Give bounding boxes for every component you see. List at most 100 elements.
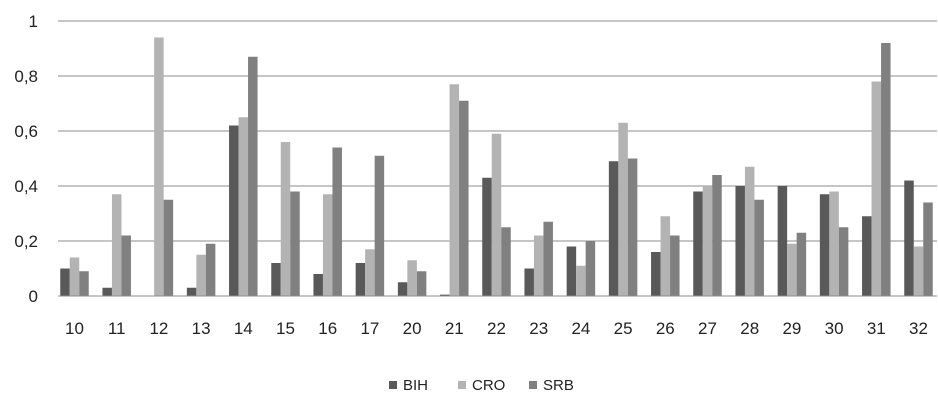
bar-bih-25	[608, 161, 619, 296]
y-tick-label: 1	[29, 12, 38, 31]
x-tick-label: 27	[698, 319, 717, 338]
bar-cro-15	[280, 142, 291, 296]
bar-cro-30	[829, 191, 839, 296]
bar-cro-27	[702, 186, 713, 296]
bar-bih-23	[524, 268, 534, 296]
bar-cro-22	[491, 133, 502, 296]
bar-bih-17	[355, 263, 366, 296]
legend-label-cro: CRO	[472, 377, 505, 394]
x-tick-label: 31	[867, 319, 886, 338]
bar-srb-24	[585, 241, 596, 296]
bar-srb-12	[163, 199, 174, 296]
x-tick-label: 26	[656, 319, 675, 338]
x-tick-label: 23	[529, 319, 548, 338]
bar-srb-15	[290, 191, 300, 296]
bar-bih-29	[777, 186, 788, 296]
bar-cro-10	[69, 257, 80, 296]
bar-bih-16	[313, 274, 323, 296]
x-tick-label: 11	[108, 319, 126, 338]
legend-swatch-cro	[458, 381, 466, 389]
bar-bih-31	[862, 216, 872, 296]
bar-srb-25	[627, 158, 638, 296]
x-tick-label: 22	[487, 319, 506, 338]
bar-srb-27	[712, 175, 722, 296]
bars	[60, 37, 933, 296]
bar-cro-17	[365, 249, 375, 296]
bar-srb-22	[501, 227, 511, 296]
bar-bih-20	[397, 282, 408, 296]
bar-bih-13	[186, 287, 197, 296]
bar-srb-30	[838, 227, 849, 296]
bar-cro-23	[533, 235, 544, 296]
x-tick-label: 10	[65, 319, 84, 338]
bar-cro-25	[618, 122, 628, 296]
legend-label-srb: SRB	[543, 377, 574, 394]
bar-cro-16	[322, 194, 333, 296]
y-tick-label: 0	[29, 287, 38, 306]
bar-srb-17	[374, 155, 385, 296]
bar-srb-32	[923, 202, 933, 296]
bar-bih-10	[60, 268, 70, 296]
x-tick-label: 25	[614, 319, 633, 338]
x-tick-label: 30	[825, 319, 844, 338]
bar-srb-13	[205, 243, 216, 296]
x-tick-labels: 10 11 12 13 14 15 16 17 20 21 22 23 24 25 26 27 28 29 30 31…	[65, 319, 928, 338]
bar-srb-14	[248, 56, 258, 296]
bar-bih-24	[566, 246, 577, 296]
bar-srb-20	[416, 271, 427, 296]
bar-cro-26	[660, 216, 671, 296]
bar-cro-11	[111, 194, 122, 296]
x-tick-label: 28	[740, 319, 759, 338]
bar-bih-22	[482, 177, 492, 296]
bar-srb-11	[121, 235, 131, 296]
y-tick-label: 0,8	[14, 67, 38, 86]
bar-cro-21	[449, 84, 460, 296]
bar-cro-13	[196, 254, 206, 296]
bar-cro-32	[913, 246, 924, 296]
x-tick-label: 17	[360, 319, 379, 338]
bar-srb-16	[332, 147, 342, 296]
x-tick-label: 21	[445, 319, 464, 338]
bar-bih-26	[651, 252, 661, 296]
bar-bih-14	[229, 125, 239, 296]
x-tick-label: 13	[192, 319, 211, 338]
x-tick-label: 14	[234, 319, 253, 338]
legend-label-bih: BIH	[403, 377, 428, 394]
legend: BIH CRO SRB	[389, 377, 574, 394]
y-tick-labels: 0 0,2 0,4 0,6 0,8 1	[14, 12, 38, 306]
x-tick-label: 20	[403, 319, 422, 338]
bar-cro-14	[238, 117, 249, 296]
bar-cro-20	[407, 260, 417, 296]
bar-bih-30	[819, 194, 830, 296]
bar-cro-12	[154, 37, 164, 296]
bar-bih-21	[440, 294, 450, 296]
bar-bih-15	[271, 263, 281, 296]
x-tick-label: 16	[318, 319, 337, 338]
bar-srb-29	[796, 232, 807, 296]
legend-swatch-srb	[529, 381, 537, 389]
bar-bih-32	[904, 180, 914, 296]
bar-bih-27	[693, 191, 703, 296]
y-tick-label: 0,6	[14, 122, 38, 141]
bar-bih-28	[735, 186, 745, 296]
x-tick-label: 24	[571, 319, 590, 338]
bar-srb-28	[754, 199, 764, 296]
bar-bih-11	[102, 287, 112, 296]
x-tick-label: 12	[149, 319, 168, 338]
bar-cro-24	[576, 265, 586, 296]
bar-srb-10	[79, 271, 89, 296]
y-tick-label: 0,4	[14, 177, 38, 196]
x-tick-label: 15	[276, 319, 295, 338]
x-tick-label: 29	[782, 319, 801, 338]
bar-cro-29	[787, 243, 797, 296]
x-tick-label: 32	[909, 319, 928, 338]
bar-srb-26	[670, 235, 680, 296]
gridlines	[58, 20, 937, 242]
bar-srb-31	[881, 43, 891, 296]
legend-swatch-bih	[389, 381, 397, 389]
bar-cro-31	[871, 81, 882, 296]
bar-srb-21	[459, 100, 469, 296]
y-tick-label: 0,2	[14, 232, 38, 251]
bar-srb-23	[543, 221, 553, 296]
